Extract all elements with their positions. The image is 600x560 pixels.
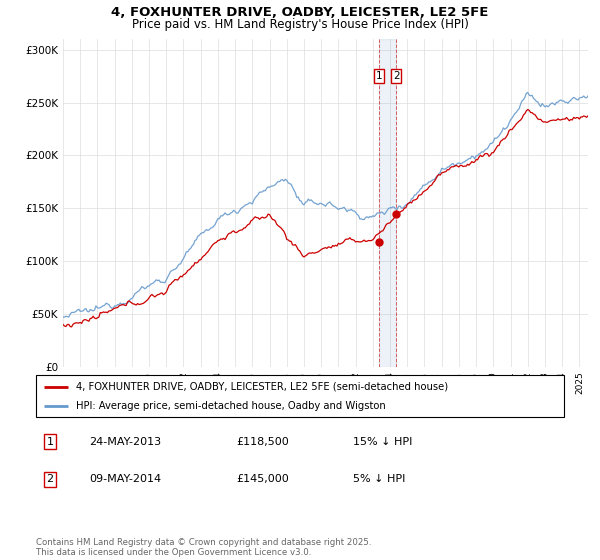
Text: 2: 2	[393, 71, 400, 81]
Text: 09-MAY-2014: 09-MAY-2014	[89, 474, 161, 484]
Point	[374, 237, 384, 246]
Text: 1: 1	[376, 71, 383, 81]
Point	[391, 209, 401, 218]
Text: Price paid vs. HM Land Registry's House Price Index (HPI): Price paid vs. HM Land Registry's House …	[131, 18, 469, 31]
Text: £118,500: £118,500	[236, 437, 289, 447]
Text: £145,000: £145,000	[236, 474, 289, 484]
Text: 24-MAY-2013: 24-MAY-2013	[89, 437, 161, 447]
Text: HPI: Average price, semi-detached house, Oadby and Wigston: HPI: Average price, semi-detached house,…	[76, 401, 385, 411]
Text: 15% ↓ HPI: 15% ↓ HPI	[353, 437, 412, 447]
Text: 1: 1	[47, 437, 53, 447]
Bar	[379, 39, 396, 367]
Text: 5% ↓ HPI: 5% ↓ HPI	[353, 474, 405, 484]
Text: 4, FOXHUNTER DRIVE, OADBY, LEICESTER, LE2 5FE: 4, FOXHUNTER DRIVE, OADBY, LEICESTER, LE…	[112, 6, 488, 18]
Text: 2: 2	[47, 474, 53, 484]
Text: 4, FOXHUNTER DRIVE, OADBY, LEICESTER, LE2 5FE (semi-detached house): 4, FOXHUNTER DRIVE, OADBY, LEICESTER, LE…	[76, 381, 448, 391]
FancyBboxPatch shape	[36, 375, 564, 417]
Text: Contains HM Land Registry data © Crown copyright and database right 2025.
This d: Contains HM Land Registry data © Crown c…	[36, 538, 371, 557]
